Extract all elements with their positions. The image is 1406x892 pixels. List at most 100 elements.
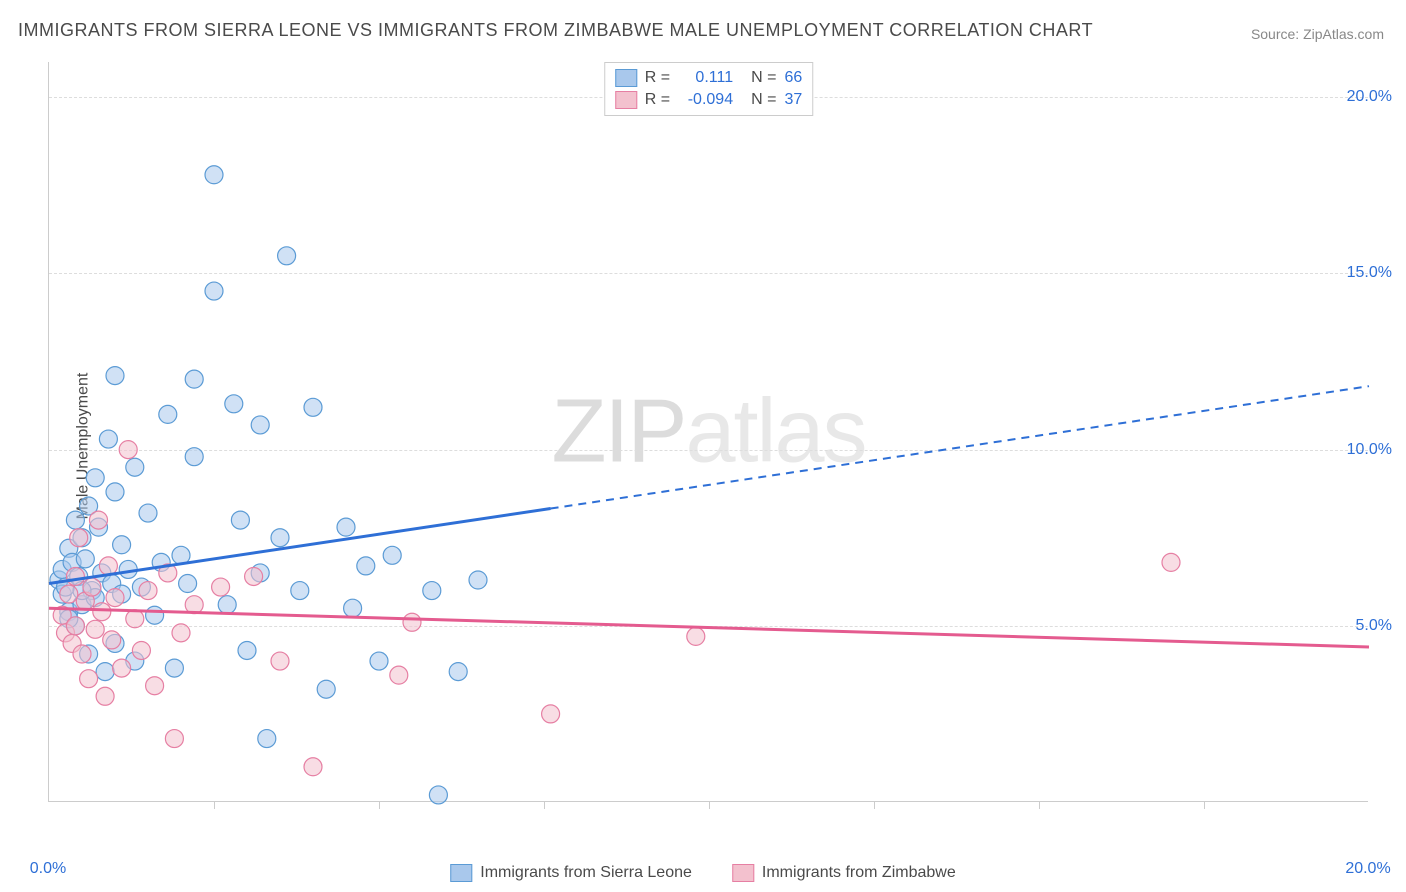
legend-r-value: 0.111 <box>678 69 733 87</box>
scatter-point <box>542 705 560 723</box>
legend-correlation: R = 0.111 N = 66 R = -0.094 N = 37 <box>604 62 813 116</box>
source-attribution: Source: ZipAtlas.com <box>1251 26 1384 42</box>
legend-r-label: R = <box>645 91 670 109</box>
scatter-point <box>212 578 230 596</box>
scatter-point <box>80 670 98 688</box>
scatter-point <box>251 416 269 434</box>
scatter-point <box>383 546 401 564</box>
scatter-point <box>96 687 114 705</box>
legend-r-label: R = <box>645 69 670 87</box>
legend-r-value: -0.094 <box>678 91 733 109</box>
legend-swatch <box>450 864 472 882</box>
x-tick <box>709 801 710 809</box>
scatter-point <box>86 620 104 638</box>
legend-series-item: Immigrants from Zimbabwe <box>732 864 956 882</box>
scatter-point <box>390 666 408 684</box>
y-tick-label: 20.0% <box>1347 88 1392 106</box>
scatter-point <box>103 631 121 649</box>
scatter-point <box>70 529 88 547</box>
scatter-point <box>146 677 164 695</box>
legend-correlation-row: R = -0.094 N = 37 <box>615 89 802 111</box>
scatter-point <box>132 641 150 659</box>
scatter-point <box>73 645 91 663</box>
scatter-point <box>90 511 108 529</box>
scatter-point <box>126 610 144 628</box>
legend-n-value: 37 <box>784 91 802 109</box>
legend-series-label: Immigrants from Sierra Leone <box>480 864 692 882</box>
y-tick-label: 5.0% <box>1356 617 1392 635</box>
scatter-point <box>225 395 243 413</box>
scatter-point <box>86 469 104 487</box>
x-tick <box>1039 801 1040 809</box>
scatter-point <box>449 663 467 681</box>
x-tick <box>1204 801 1205 809</box>
scatter-point <box>113 536 131 554</box>
scatter-point <box>304 398 322 416</box>
scatter-point <box>76 550 94 568</box>
scatter-point <box>106 483 124 501</box>
scatter-point <box>159 405 177 423</box>
scatter-point <box>1162 553 1180 571</box>
scatter-point <box>258 730 276 748</box>
x-tick <box>874 801 875 809</box>
scatter-point <box>179 575 197 593</box>
scatter-point <box>119 441 137 459</box>
scatter-point <box>205 166 223 184</box>
scatter-point <box>687 627 705 645</box>
legend-swatch <box>732 864 754 882</box>
scatter-point <box>337 518 355 536</box>
scatter-point <box>106 589 124 607</box>
scatter-point <box>238 641 256 659</box>
scatter-point <box>66 617 84 635</box>
scatter-point <box>139 582 157 600</box>
scatter-point <box>344 599 362 617</box>
y-tick-label: 10.0% <box>1347 441 1392 459</box>
scatter-point <box>146 606 164 624</box>
scatter-point <box>139 504 157 522</box>
scatter-point <box>113 659 131 677</box>
legend-n-label: N = <box>751 69 776 87</box>
scatter-point <box>218 596 236 614</box>
x-tick-label: 0.0% <box>30 860 66 878</box>
legend-swatch <box>615 69 637 87</box>
scatter-point <box>185 370 203 388</box>
scatter-point <box>291 582 309 600</box>
scatter-point <box>66 567 84 585</box>
plot-area: ZIPatlas R =0.111N =66R =-0.094N =37 <box>48 62 1368 802</box>
x-tick <box>379 801 380 809</box>
scatter-point <box>66 511 84 529</box>
scatter-point <box>403 613 421 631</box>
scatter-point <box>317 680 335 698</box>
scatter-point <box>99 430 117 448</box>
scatter-point <box>271 529 289 547</box>
legend-series: Immigrants from Sierra Leone Immigrants f… <box>450 864 955 882</box>
legend-correlation-row: R = 0.111 N = 66 <box>615 67 802 89</box>
legend-series-item: Immigrants from Sierra Leone <box>450 864 692 882</box>
x-tick <box>544 801 545 809</box>
scatter-point <box>93 603 111 621</box>
scatter-point <box>304 758 322 776</box>
scatter-point <box>469 571 487 589</box>
scatter-point <box>271 652 289 670</box>
scatter-point <box>231 511 249 529</box>
scatter-point <box>278 247 296 265</box>
legend-swatch <box>615 91 637 109</box>
legend-series-label: Immigrants from Zimbabwe <box>762 864 956 882</box>
legend-n-value: 66 <box>784 69 802 87</box>
scatter-point <box>60 585 78 603</box>
scatter-point <box>165 730 183 748</box>
scatter-point <box>185 448 203 466</box>
scatter-point <box>126 458 144 476</box>
scatter-point <box>245 567 263 585</box>
scatter-point <box>165 659 183 677</box>
x-tick <box>214 801 215 809</box>
chart-title: IMMIGRANTS FROM SIERRA LEONE VS IMMIGRAN… <box>18 20 1093 41</box>
scatter-point <box>106 367 124 385</box>
scatter-point <box>423 582 441 600</box>
scatter-point <box>370 652 388 670</box>
chart-svg <box>49 62 1368 801</box>
trend-line-dashed <box>551 386 1369 508</box>
scatter-point <box>172 624 190 642</box>
legend-n-label: N = <box>751 91 776 109</box>
scatter-point <box>357 557 375 575</box>
